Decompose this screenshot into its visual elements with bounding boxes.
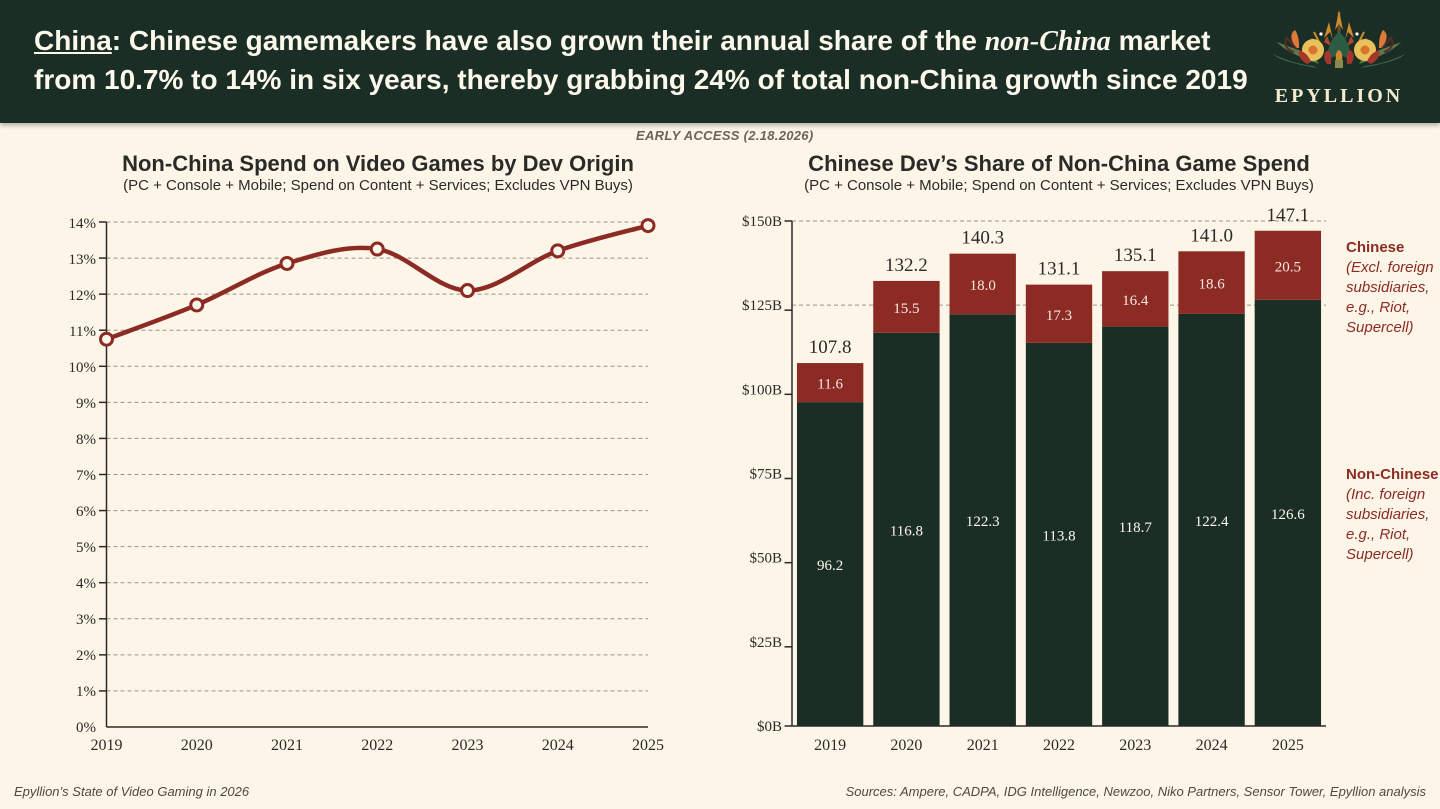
svg-text:126.6: 126.6 [1271, 507, 1305, 523]
svg-text:2022: 2022 [1043, 737, 1075, 754]
svg-text:2025: 2025 [1272, 737, 1304, 754]
svg-text:$50B: $50B [749, 551, 782, 567]
svg-text:107.8: 107.8 [809, 337, 852, 358]
svg-text:17.3: 17.3 [1046, 308, 1072, 324]
svg-text:96.2: 96.2 [817, 558, 843, 574]
svg-text:11.6: 11.6 [817, 377, 843, 393]
svg-text:122.4: 122.4 [1195, 514, 1229, 530]
svg-text:2020: 2020 [890, 737, 922, 754]
svg-text:2021: 2021 [967, 737, 999, 754]
svg-text:20.5: 20.5 [1275, 259, 1301, 275]
svg-text:$75B: $75B [749, 467, 782, 483]
svg-text:131.1: 131.1 [1038, 259, 1081, 280]
svg-text:132.2: 132.2 [885, 255, 928, 276]
svg-text:140.3: 140.3 [961, 228, 1004, 249]
svg-text:141.0: 141.0 [1190, 225, 1233, 246]
svg-text:$150B: $150B [742, 214, 782, 230]
svg-text:18.0: 18.0 [970, 278, 996, 294]
svg-text:16.4: 16.4 [1122, 293, 1149, 309]
svg-text:$25B: $25B [749, 635, 782, 651]
svg-text:2019: 2019 [814, 737, 846, 754]
svg-text:116.8: 116.8 [890, 523, 923, 539]
svg-text:15.5: 15.5 [893, 301, 919, 317]
svg-text:118.7: 118.7 [1119, 520, 1153, 536]
svg-text:18.6: 18.6 [1198, 277, 1225, 293]
svg-text:$100B: $100B [742, 382, 782, 398]
svg-text:147.1: 147.1 [1266, 205, 1309, 226]
svg-text:$125B: $125B [742, 298, 782, 314]
svg-text:122.3: 122.3 [966, 514, 1000, 530]
svg-text:$0B: $0B [757, 719, 782, 735]
svg-text:2023: 2023 [1119, 737, 1151, 754]
svg-text:113.8: 113.8 [1042, 528, 1075, 544]
svg-text:2024: 2024 [1196, 737, 1228, 754]
svg-text:135.1: 135.1 [1114, 245, 1157, 266]
